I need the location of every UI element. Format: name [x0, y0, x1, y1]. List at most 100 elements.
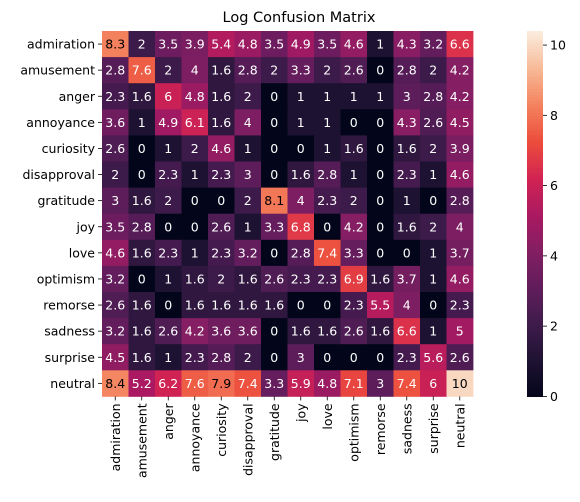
- heatmap-cell: [314, 265, 341, 293]
- colorbar-segment: [527, 70, 543, 75]
- colorbar-segment: [527, 67, 543, 72]
- cell-value-label: 1.6: [291, 167, 311, 182]
- cell-value-label: 2: [244, 89, 252, 104]
- cell-value-label: 2: [191, 141, 199, 156]
- colorbar-segment: [527, 88, 543, 93]
- cell-value-label: 6.1: [185, 115, 205, 130]
- cell-value-label: 8.1: [264, 193, 284, 208]
- heatmap-cell: [367, 57, 394, 84]
- cell-value-label: 0: [403, 245, 411, 260]
- colorbar-segment: [527, 238, 543, 242]
- cell-value-label: 7.6: [132, 63, 152, 78]
- cell-value-label: 6.6: [397, 324, 417, 339]
- heatmap-cell: [340, 239, 368, 267]
- cell-value-label: 2.3: [291, 271, 311, 286]
- colorbar-segment: [527, 387, 543, 391]
- heatmap-cell: [208, 187, 235, 215]
- cell-value-label: 4.8: [317, 376, 337, 391]
- heatmap-cell: [155, 109, 182, 136]
- colorbar-segment: [527, 143, 543, 148]
- heatmap-cell: [155, 318, 182, 345]
- cell-value-label: 0: [164, 219, 172, 234]
- heatmap-cell: [155, 292, 182, 319]
- colorbar-segment: [527, 122, 543, 126]
- colorbar-segment: [527, 253, 543, 257]
- cell-value-label: 3.3: [264, 219, 284, 234]
- heatmap-cells: 8.3 2 3.5 3.9 5.4 4.8 3.5 4.9 3.5 4.6 1 4.3 3.2 6.6 2.…: [102, 31, 474, 397]
- heatmap-cell: [420, 109, 447, 136]
- heatmap-cell: [393, 109, 421, 136]
- heatmap-cell: [234, 213, 262, 241]
- cell-value-label: 1: [138, 115, 146, 130]
- cell-value-label: 1.6: [370, 324, 390, 339]
- x-tick-label: joy: [293, 403, 308, 423]
- colorbar-segment: [527, 91, 543, 96]
- colorbar-segment: [527, 125, 543, 130]
- heatmap-cell: [155, 187, 182, 215]
- heatmap-cell: [340, 109, 368, 136]
- cell-value-label: 4.2: [185, 324, 205, 339]
- heatmap-cell: [155, 161, 182, 188]
- colorbar-segment: [527, 292, 543, 297]
- colorbar-segment: [527, 280, 543, 285]
- colorbar-segment: [527, 329, 543, 334]
- x-tick-label: gratitude: [267, 403, 282, 461]
- cell-value-label: 3.6: [238, 324, 258, 339]
- cell-value-label: 2: [244, 193, 252, 208]
- cell-value-label: 4: [456, 219, 464, 234]
- cell-value-label: 0: [376, 167, 384, 182]
- cell-value-label: 1: [164, 350, 172, 365]
- colorbar-segment: [527, 164, 543, 169]
- colorbar-segment: [527, 295, 543, 300]
- heatmap-cell: [287, 318, 315, 345]
- colorbar-segment: [527, 359, 543, 364]
- colorbar-segment: [527, 250, 543, 254]
- cell-value-label: 0: [270, 245, 278, 260]
- cell-value-label: 4: [191, 63, 199, 78]
- cell-value-label: 1.6: [317, 324, 337, 339]
- heatmap-cell: [287, 83, 315, 110]
- cell-value-label: 1.6: [370, 271, 390, 286]
- heatmap-cell: [128, 31, 156, 58]
- cell-value-label: 4.5: [450, 115, 470, 130]
- colorbar-segment: [527, 222, 543, 227]
- heatmap-cell: [393, 370, 421, 397]
- heatmap-cell: [446, 239, 474, 267]
- cell-value-label: 1.6: [211, 298, 231, 313]
- cell-value-label: 4.6: [344, 37, 364, 52]
- colorbar-segment: [527, 180, 543, 184]
- heatmap-cell: [393, 265, 421, 293]
- cell-value-label: 0: [297, 298, 305, 313]
- heatmap-cell: [102, 31, 129, 58]
- cell-value-label: 7.4: [238, 376, 258, 391]
- cell-value-label: 2: [429, 219, 437, 234]
- cell-value-label: 6: [164, 89, 172, 104]
- heatmap-cell: [234, 31, 262, 58]
- cell-value-label: 0: [323, 219, 331, 234]
- cell-value-label: 0: [429, 298, 437, 313]
- cell-value-label: 1.6: [132, 245, 152, 260]
- y-tick-label: remorse: [43, 298, 95, 313]
- heatmap-cell: [128, 83, 156, 110]
- colorbar-segment: [527, 362, 543, 367]
- chart-title: Log Confusion Matrix: [223, 10, 376, 26]
- cell-value-label: 1: [191, 167, 199, 182]
- colorbar-segment: [527, 268, 543, 273]
- cell-value-label: 1: [429, 167, 437, 182]
- cell-value-label: 2.6: [105, 298, 125, 313]
- cell-value-label: 2: [164, 193, 172, 208]
- cell-value-label: 0: [350, 350, 358, 365]
- cell-value-label: 4.6: [211, 141, 231, 156]
- x-tick-label: surprise: [426, 403, 441, 454]
- colorbar-segment: [527, 201, 543, 206]
- cell-value-label: 0: [270, 350, 278, 365]
- cell-value-label: 2.6: [423, 115, 443, 130]
- cell-value-label: 1.6: [397, 141, 417, 156]
- heatmap-cell: [261, 213, 288, 241]
- cell-value-label: 1.6: [132, 350, 152, 365]
- heatmap-cell: [314, 318, 341, 345]
- cell-value-label: 1: [164, 271, 172, 286]
- colorbar-segment: [527, 347, 543, 352]
- cell-value-label: 1: [376, 37, 384, 52]
- heatmap-cell: [340, 344, 368, 371]
